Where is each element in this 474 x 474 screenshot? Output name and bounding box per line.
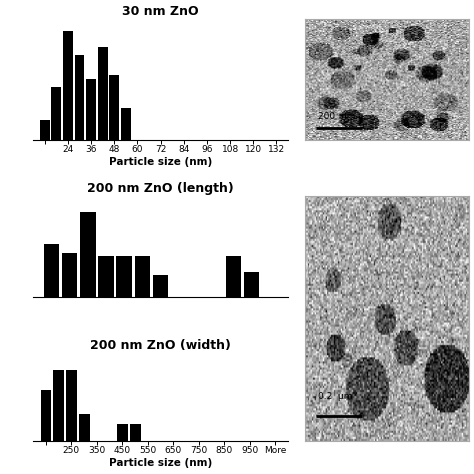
Bar [226,256,241,297]
Bar [117,424,128,441]
Text: 200  nm: 200 nm [318,112,356,121]
Bar [63,31,73,140]
Bar [121,108,131,140]
Bar [86,79,96,140]
Bar [66,370,77,441]
Bar [62,253,77,297]
X-axis label: Particle size (nm): Particle size (nm) [109,157,212,167]
Bar [244,272,259,297]
Bar [40,391,51,441]
Bar [117,256,132,297]
Bar [44,244,59,297]
Bar [79,414,90,441]
Title: 200 nm ZnO (width): 200 nm ZnO (width) [90,339,231,352]
Title: 30 nm ZnO: 30 nm ZnO [122,5,199,18]
Bar [98,256,114,297]
Bar [135,256,150,297]
Bar [74,55,84,140]
Bar [51,87,61,140]
X-axis label: Particle size (nm): Particle size (nm) [109,458,212,468]
Bar [53,370,64,441]
Bar [153,275,168,297]
Bar [98,47,108,140]
Bar [109,75,119,140]
Bar [40,119,50,140]
Title: 200 nm ZnO (length): 200 nm ZnO (length) [87,182,234,195]
Bar [130,424,141,441]
Text: 0.2  μm: 0.2 μm [318,392,353,401]
Bar [80,212,96,297]
